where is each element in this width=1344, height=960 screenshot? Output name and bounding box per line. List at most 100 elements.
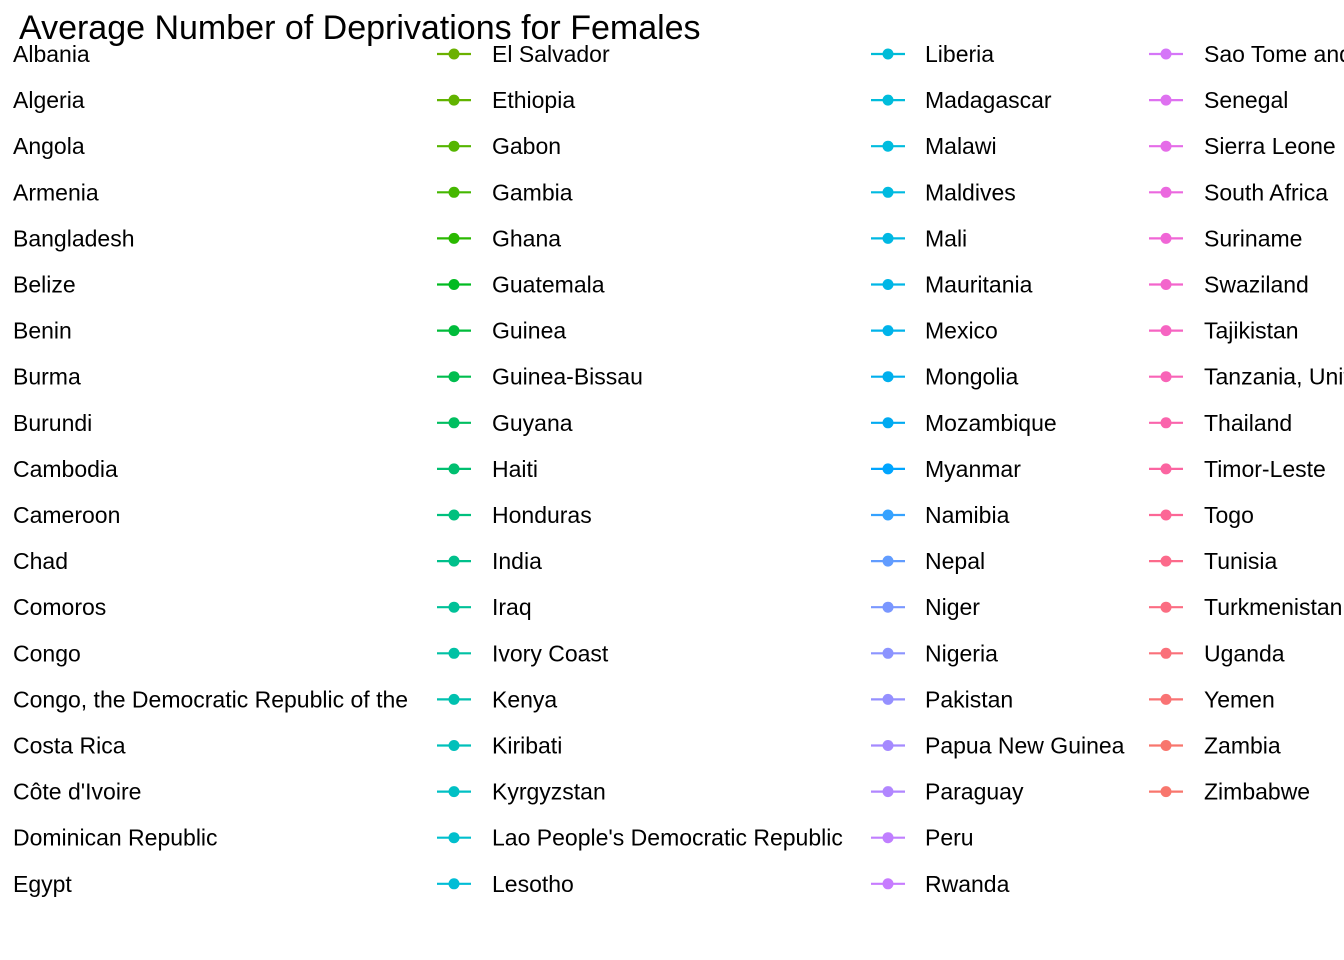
legend-label: Honduras xyxy=(492,502,592,528)
legend-entry: Iraq xyxy=(437,594,532,620)
legend-entry: Guinea xyxy=(437,318,566,344)
legend-key-point xyxy=(448,371,460,383)
legend-key-point xyxy=(448,647,460,659)
legend-key-point xyxy=(882,740,894,751)
legend-label: Nepal xyxy=(925,548,985,574)
legend-key-point xyxy=(882,509,894,521)
legend-entry: Yemen xyxy=(1149,686,1275,712)
legend-entry: Zimbabwe xyxy=(1149,779,1310,805)
legend-entry: Turkmenistan xyxy=(1149,594,1342,620)
legend-entry: Suriname xyxy=(1149,225,1302,251)
legend-key-point xyxy=(1160,740,1172,751)
legend-label: Yemen xyxy=(1204,686,1275,712)
legend-entry: Ethiopia xyxy=(437,87,575,113)
legend-entry: Bangladesh xyxy=(13,225,135,251)
legend-label: Pakistan xyxy=(925,686,1013,712)
legend-label: El Salvador xyxy=(492,41,610,67)
legend-label: Kenya xyxy=(492,686,557,712)
legend-label: Mongolia xyxy=(925,364,1019,390)
legend-label: Guinea xyxy=(492,318,566,344)
legend-key-point xyxy=(448,325,460,337)
legend-entry: Senegal xyxy=(1149,87,1288,113)
legend-key-point xyxy=(882,325,894,337)
legend-key-point xyxy=(448,601,460,613)
legend-label: Iraq xyxy=(492,594,532,620)
legend-key-point xyxy=(882,232,894,244)
legend-label: Liberia xyxy=(925,41,994,67)
legend-key-point xyxy=(882,693,894,705)
legend-label: Guinea-Bissau xyxy=(492,364,643,390)
legend-entry: Zambia xyxy=(1149,733,1281,759)
legend-entry: South Africa xyxy=(1149,179,1328,205)
legend-key-point xyxy=(448,740,460,751)
legend-key-point xyxy=(448,693,460,705)
legend-label: Zimbabwe xyxy=(1204,779,1310,805)
legend-key-point xyxy=(1160,94,1172,106)
legend-label: Costa Rica xyxy=(13,733,126,759)
legend-entry: Sierra Leone xyxy=(1149,133,1336,159)
legend-label: Belize xyxy=(13,272,76,298)
legend-key-point xyxy=(448,878,460,890)
legend-entry: El Salvador xyxy=(437,41,610,67)
legend-label: Dominican Republic xyxy=(13,825,218,851)
legend-label: Mauritania xyxy=(925,272,1033,298)
legend-entry: Gabon xyxy=(437,133,561,159)
legend-key-point xyxy=(448,48,460,60)
legend-entry: Egypt xyxy=(13,871,72,897)
legend-entry: Guatemala xyxy=(437,272,605,298)
legend-key-point xyxy=(448,279,460,290)
legend-key-point xyxy=(1160,555,1172,567)
legend-label: Mexico xyxy=(925,318,998,344)
legend-key-point xyxy=(1160,693,1172,705)
legend-label: Nigeria xyxy=(925,640,998,666)
legend-label: Suriname xyxy=(1204,225,1302,251)
legend-entry: Burma xyxy=(13,364,81,390)
legend-entry: Mozambique xyxy=(871,410,1057,436)
legend-label: Kyrgyzstan xyxy=(492,779,606,805)
legend-label: Mozambique xyxy=(925,410,1057,436)
legend-entry: Madagascar xyxy=(871,87,1052,113)
legend-label: Togo xyxy=(1204,502,1254,528)
legend-label: Guyana xyxy=(492,410,573,436)
legend-label: Guatemala xyxy=(492,272,605,298)
legend-entry: Côte d'Ivoire xyxy=(13,779,141,805)
legend-key-point xyxy=(882,48,894,60)
legend-label: Uganda xyxy=(1204,640,1285,666)
legend-entry: Sao Tome and Principe xyxy=(1149,41,1344,67)
legend-key-point xyxy=(448,417,460,429)
legend-entry: Rwanda xyxy=(871,871,1010,897)
legend-label: Egypt xyxy=(13,871,72,897)
legend-key-point xyxy=(1160,325,1172,337)
legend-label: Bangladesh xyxy=(13,225,135,251)
legend-entry: Paraguay xyxy=(871,779,1024,805)
legend-label: Sao Tome and Principe xyxy=(1204,41,1344,67)
legend-entry: India xyxy=(437,548,542,574)
legend-key-point xyxy=(882,601,894,613)
legend-key-point xyxy=(1160,232,1172,244)
legend-label: Cameroon xyxy=(13,502,120,528)
legend-entry: Burundi xyxy=(13,410,92,436)
legend-entry: Honduras xyxy=(437,502,592,528)
legend-label: Gabon xyxy=(492,133,561,159)
legend-label: Congo, the Democratic Republic of the xyxy=(13,686,408,712)
legend-entry: Tanzania, United Republic of xyxy=(1149,364,1344,390)
legend-label: Turkmenistan xyxy=(1204,594,1342,620)
legend-key-point xyxy=(448,509,460,521)
legend-label: Mali xyxy=(925,225,967,251)
legend-entry: Lao People's Democratic Republic xyxy=(437,825,843,851)
legend-key-point xyxy=(1160,48,1172,60)
legend-entry: Costa Rica xyxy=(13,733,126,759)
legend-key-point xyxy=(448,555,460,567)
legend-key-point xyxy=(1160,601,1172,613)
legend-entry: Malawi xyxy=(871,133,997,159)
legend-entry: Guyana xyxy=(437,410,573,436)
legend-key-point xyxy=(882,417,894,429)
legend-label: Kiribati xyxy=(492,733,562,759)
legend-label: Lao People's Democratic Republic xyxy=(492,825,843,851)
legend-entry: Namibia xyxy=(871,502,1010,528)
legend-entry: Chad xyxy=(13,548,68,574)
legend-label: Comoros xyxy=(13,594,106,620)
legend-entry: Armenia xyxy=(13,179,99,205)
legend-entry: Swaziland xyxy=(1149,272,1309,298)
legend-label: Burundi xyxy=(13,410,92,436)
